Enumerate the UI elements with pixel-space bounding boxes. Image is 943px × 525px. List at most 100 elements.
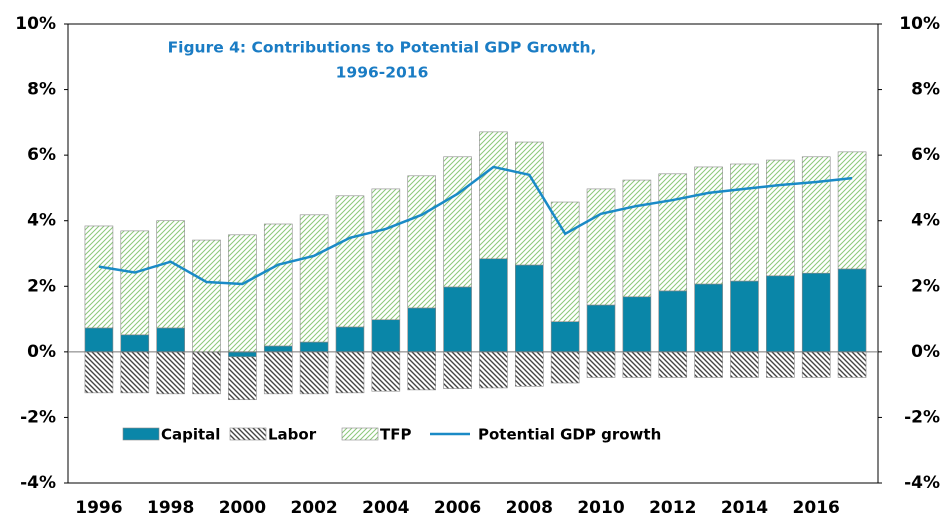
- bar-labor: [694, 351, 723, 378]
- bar-capital: [550, 321, 580, 353]
- bar-labor: [586, 351, 616, 378]
- bar-labor: [801, 351, 831, 378]
- y-tick-label: 4%: [27, 211, 56, 231]
- bar-capital: [837, 268, 867, 353]
- bar-capital: [228, 351, 257, 358]
- bar-capital: [263, 345, 293, 353]
- bar-tfp: [837, 151, 867, 270]
- y-tick-label: -2%: [20, 407, 56, 427]
- bar-labor: [730, 351, 759, 378]
- bar-capital: [156, 327, 185, 353]
- y-tick-label: 6%: [27, 145, 56, 165]
- x-tick-label: 2008: [506, 498, 553, 518]
- bar-labor: [263, 351, 293, 395]
- x-tick-label: 2012: [649, 498, 696, 518]
- bar-tfp: [479, 131, 508, 260]
- legend-label: Potential GDP growth: [478, 426, 661, 444]
- legend-label: Capital: [161, 426, 220, 444]
- bar-tfp: [263, 223, 293, 347]
- bar-capital: [766, 275, 795, 353]
- bar-labor: [371, 351, 401, 392]
- bar-labor: [84, 351, 114, 394]
- bar-capital: [299, 341, 329, 353]
- y2-tick-label: 10%: [899, 14, 940, 34]
- x-tick-label: 2002: [290, 498, 337, 518]
- y-tick-label: -4%: [20, 473, 56, 493]
- bar-tfp: [228, 234, 257, 353]
- bar-tfp: [658, 173, 688, 292]
- bar-capital: [371, 319, 401, 353]
- legend-swatch: [122, 427, 160, 441]
- bar-labor: [479, 351, 508, 389]
- chart-title: Figure 4: Contributions to Potential GDP…: [168, 39, 597, 57]
- bar-tfp: [120, 230, 150, 336]
- y2-tick-label: -2%: [904, 407, 940, 427]
- x-tick-label: 2004: [362, 498, 409, 518]
- line: [98, 165, 853, 286]
- x-tick-label: 1998: [147, 498, 194, 518]
- bar-capital: [120, 334, 150, 353]
- y-tick-label: 0%: [27, 342, 56, 362]
- bar-tfp: [156, 220, 185, 329]
- x-tick-label: 2014: [721, 498, 768, 518]
- bar-capital: [730, 280, 759, 353]
- y2-tick-label: 6%: [911, 145, 940, 165]
- x-tick-label: 2016: [793, 498, 840, 518]
- y2-tick-label: 0%: [911, 342, 940, 362]
- legend-label: Labor: [268, 426, 317, 444]
- x-tick-label: 1996: [75, 498, 122, 518]
- bar-tfp: [622, 179, 652, 298]
- bar-labor: [228, 356, 257, 401]
- bar-tfp: [84, 225, 114, 329]
- bar-labor: [550, 351, 580, 384]
- x-tick-label: 2006: [434, 498, 481, 518]
- bar-tfp: [443, 156, 472, 288]
- bar-capital: [622, 296, 652, 353]
- x-tick-label: 2000: [219, 498, 266, 518]
- y2-tick-label: 4%: [911, 211, 940, 231]
- bar-tfp: [335, 195, 365, 328]
- bar-labor: [192, 351, 221, 395]
- bar-labor: [622, 351, 652, 378]
- bar-tfp: [192, 239, 221, 353]
- bar-capital: [407, 307, 436, 353]
- legend-swatch: [341, 427, 379, 441]
- bar-capital: [84, 327, 114, 353]
- y-tick-label: 10%: [15, 14, 56, 34]
- y-tick-label: 8%: [27, 80, 56, 100]
- x-tick-label: 2010: [577, 498, 624, 518]
- bar-labor: [837, 351, 867, 378]
- bar-tfp: [801, 156, 831, 274]
- bar-labor: [515, 351, 544, 387]
- y2-tick-label: 8%: [911, 80, 940, 100]
- y2-tick-label: 2%: [911, 276, 940, 296]
- bar-labor: [299, 351, 329, 395]
- bar-tfp: [550, 201, 580, 322]
- bar-tfp: [766, 159, 795, 277]
- bar-tfp: [299, 214, 329, 343]
- bar-tfp: [371, 188, 401, 321]
- bar-labor: [658, 351, 688, 378]
- bar-capital: [479, 258, 508, 353]
- y2-tick-label: -4%: [904, 473, 940, 493]
- bar-capital: [694, 283, 723, 353]
- bar-capital: [586, 304, 616, 353]
- bar-tfp: [694, 166, 723, 285]
- bar-tfp: [515, 141, 544, 266]
- bar-labor: [766, 351, 795, 378]
- legend-swatch: [229, 427, 267, 441]
- bar-tfp: [730, 163, 759, 282]
- bar-labor: [443, 351, 472, 389]
- bar-labor: [120, 351, 150, 394]
- chart-subtitle: 1996-2016: [336, 64, 429, 82]
- bar-labor: [156, 351, 185, 395]
- bar-capital: [658, 290, 688, 353]
- bar-tfp: [586, 188, 616, 306]
- legend-label: TFP: [380, 426, 411, 444]
- bar-capital: [443, 286, 472, 353]
- plot-frame: [67, 23, 879, 484]
- bar-tfp: [407, 175, 436, 309]
- bar-labor: [407, 351, 436, 391]
